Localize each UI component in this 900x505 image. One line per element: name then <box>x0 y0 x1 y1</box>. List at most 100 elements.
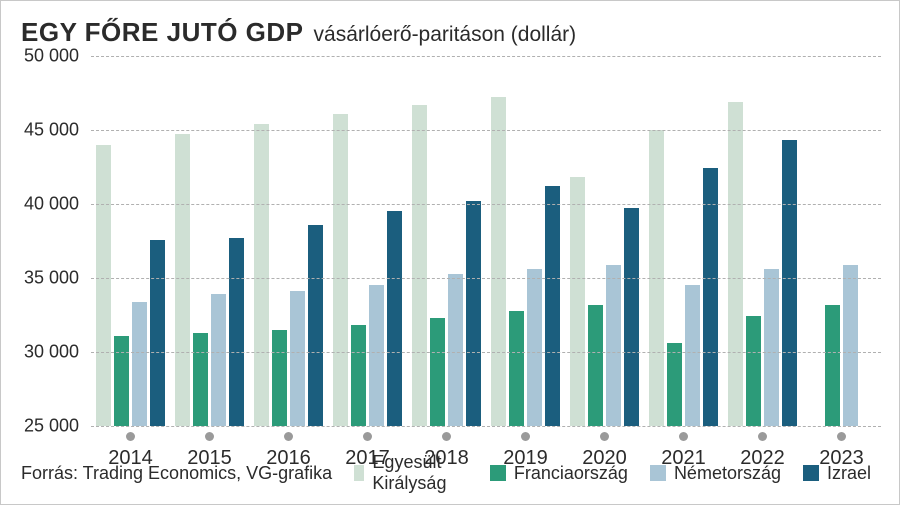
grid-line <box>91 278 881 279</box>
bar-fr <box>114 336 129 426</box>
bar-group <box>723 56 802 426</box>
bar-cluster <box>570 56 640 426</box>
bar-il <box>782 140 797 426</box>
x-marker-dot <box>284 432 293 441</box>
bar-group <box>802 56 881 426</box>
bar-il <box>150 240 165 426</box>
bar-cluster <box>491 56 561 426</box>
y-tick-label: 50 000 <box>21 46 79 67</box>
grid-line <box>91 204 881 205</box>
legend-item-de: Németország <box>650 463 781 484</box>
bar-uk <box>175 134 190 426</box>
bar-fr <box>509 311 524 426</box>
bar-uk <box>333 114 348 426</box>
x-marker-dot <box>521 432 530 441</box>
y-tick-label: 40 000 <box>21 194 79 215</box>
bar-de <box>132 302 147 426</box>
legend-item-fr: Franciaország <box>490 463 628 484</box>
chart-frame: EGY FŐRE JUTÓ GDP vásárlóerő-paritáson (… <box>0 0 900 505</box>
bar-cluster <box>254 56 324 426</box>
bar-de <box>290 291 305 426</box>
title-sub: vásárlóerő-paritáson (dollár) <box>314 23 577 47</box>
bar-de <box>764 269 779 426</box>
bar-de <box>369 285 384 426</box>
bar-de <box>211 294 226 426</box>
bar-de <box>527 269 542 426</box>
x-marker-dot <box>837 432 846 441</box>
bar-group <box>565 56 644 426</box>
bar-de <box>843 265 858 426</box>
x-marker-dot <box>205 432 214 441</box>
bar-il <box>308 225 323 426</box>
bar-cluster <box>96 56 166 426</box>
x-marker-dot <box>679 432 688 441</box>
bar-group <box>91 56 170 426</box>
bar-fr <box>588 305 603 426</box>
grid-line <box>91 130 881 131</box>
bar-il <box>387 211 402 426</box>
x-marker-dot <box>126 432 135 441</box>
bar-uk <box>96 145 111 426</box>
bar-group <box>170 56 249 426</box>
grid-area <box>91 56 881 426</box>
source-text: Forrás: Trading Economics, VG-grafika <box>21 463 332 484</box>
bar-fr <box>193 333 208 426</box>
legend-swatch <box>354 465 364 481</box>
legend: Egyesült Királyság Franciaország Németorsz… <box>354 452 871 494</box>
bar-fr <box>667 343 682 426</box>
bar-group <box>644 56 723 426</box>
bar-de <box>685 285 700 426</box>
x-marker-dot <box>600 432 609 441</box>
y-axis: 25 00030 00035 00040 00045 00050 000 <box>21 56 83 426</box>
legend-swatch <box>650 465 666 481</box>
bar-uk <box>412 105 427 426</box>
bar-cluster <box>412 56 482 426</box>
bar-fr <box>351 325 366 426</box>
legend-label: Egyesült Királyság <box>372 452 467 494</box>
grid-line <box>91 352 881 353</box>
y-tick-label: 35 000 <box>21 268 79 289</box>
bar-group <box>407 56 486 426</box>
legend-label: Németország <box>674 463 781 484</box>
bar-de <box>606 265 621 426</box>
legend-item-uk: Egyesült Királyság <box>354 452 468 494</box>
bar-il <box>703 168 718 426</box>
legend-swatch <box>803 465 819 481</box>
legend-label: Izrael <box>827 463 871 484</box>
y-tick-label: 30 000 <box>21 342 79 363</box>
bar-fr <box>825 305 840 426</box>
bar-group <box>486 56 565 426</box>
legend-item-il: Izrael <box>803 463 871 484</box>
x-marker-dot <box>363 432 372 441</box>
bar-fr <box>430 318 445 426</box>
bar-group <box>328 56 407 426</box>
bar-group <box>249 56 328 426</box>
bar-il <box>466 201 481 426</box>
footer-row: Forrás: Trading Economics, VG-grafika Eg… <box>21 452 879 494</box>
bar-uk <box>728 102 743 426</box>
bar-il <box>545 186 560 426</box>
bar-cluster <box>175 56 245 426</box>
bar-de <box>448 274 463 426</box>
title-main: EGY FŐRE JUTÓ GDP <box>21 17 304 48</box>
grid-line <box>91 56 881 57</box>
y-tick-label: 45 000 <box>21 120 79 141</box>
legend-swatch <box>490 465 506 481</box>
bar-groups <box>91 56 881 426</box>
bar-uk <box>491 97 506 426</box>
bar-uk <box>254 124 269 426</box>
bar-cluster <box>728 56 798 426</box>
bar-il <box>229 238 244 426</box>
bar-uk <box>570 177 585 426</box>
x-marker-dot <box>442 432 451 441</box>
bar-cluster <box>333 56 403 426</box>
bar-il <box>624 208 639 426</box>
bar-fr <box>746 316 761 426</box>
title-row: EGY FŐRE JUTÓ GDP vásárlóerő-paritáson (… <box>21 17 879 48</box>
bar-fr <box>272 330 287 426</box>
plot-area: 25 00030 00035 00040 00045 00050 000 <box>21 56 881 426</box>
x-marker-dot <box>758 432 767 441</box>
grid-line <box>91 426 881 427</box>
legend-label: Franciaország <box>514 463 628 484</box>
bar-cluster <box>649 56 719 426</box>
